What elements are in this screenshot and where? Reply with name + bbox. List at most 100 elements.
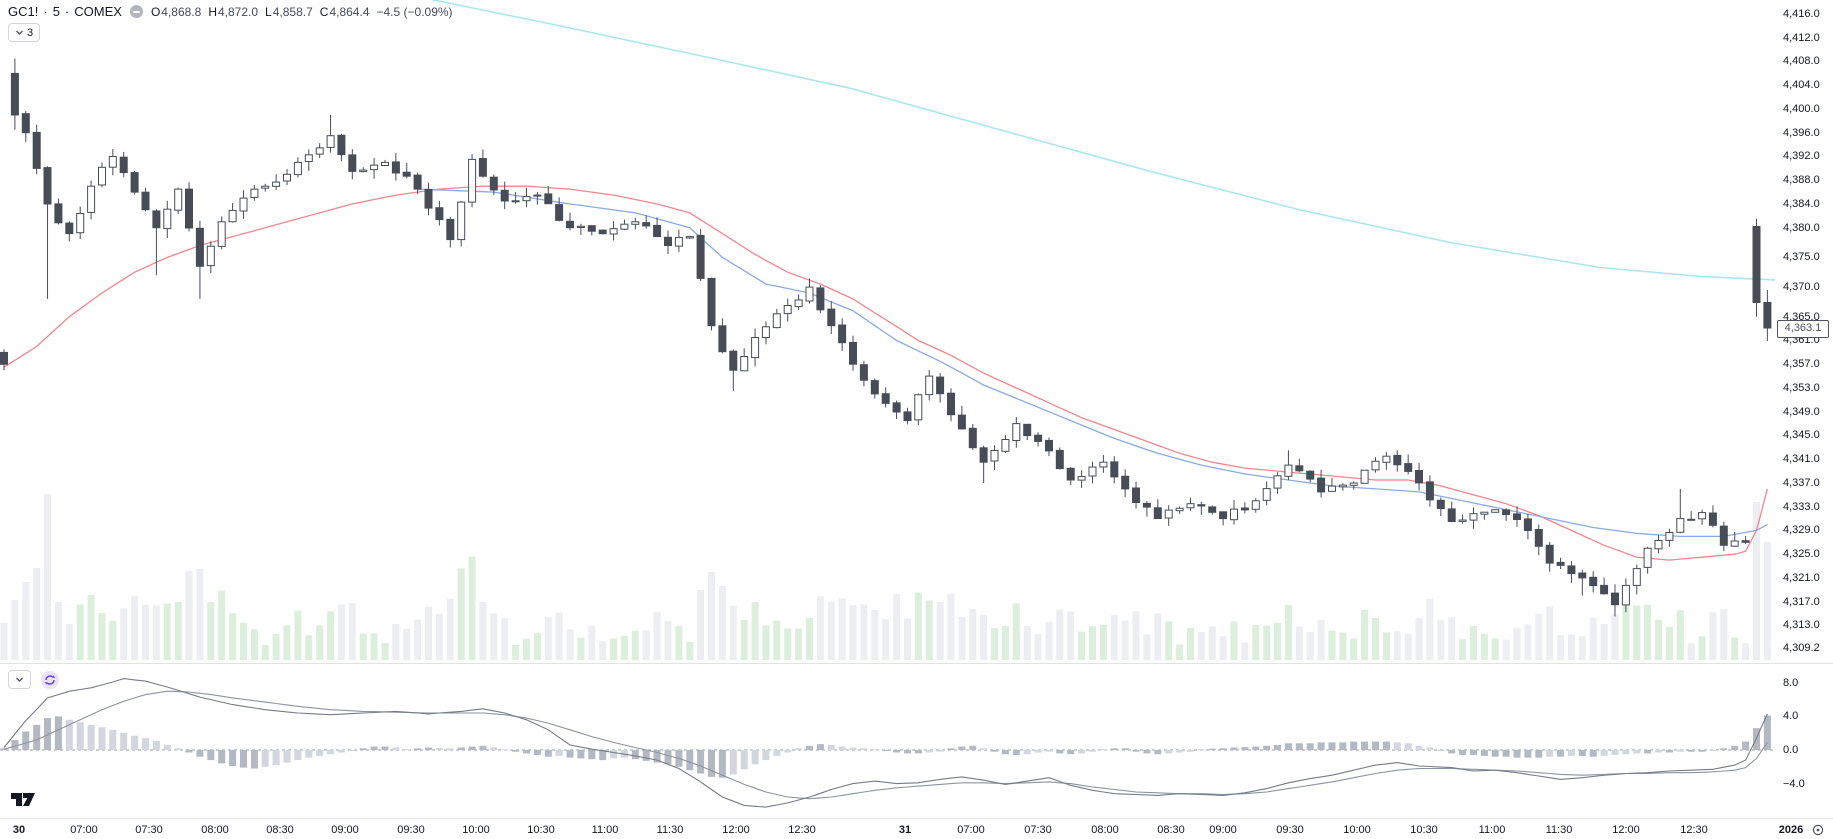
fast-ma-line-red <box>3 185 1769 561</box>
volume-bar <box>849 605 857 660</box>
candle-body <box>1676 518 1685 533</box>
volume-bar <box>1067 611 1075 660</box>
symbol-name[interactable]: GC1! <box>8 4 39 19</box>
candle-body <box>1458 519 1467 522</box>
ohlc-key: H <box>208 4 217 19</box>
tradingview-logo[interactable] <box>10 792 36 813</box>
oscillator-histogram-bar <box>54 716 62 750</box>
ohlc-values: O 4,868.8 H 4,872.0 L 4,858.7 C 4,864.4 −4.5 (−0… <box>151 5 453 19</box>
indicator-sync-icon[interactable] <box>41 670 59 689</box>
oscillator-histogram-bar <box>109 729 117 750</box>
oscillator-histogram-bar <box>33 724 41 750</box>
candle-body <box>1404 463 1413 472</box>
candle-body <box>315 147 324 155</box>
pane-separator[interactable] <box>0 663 1833 664</box>
candle-body <box>707 277 716 327</box>
oscillator-histogram-bar <box>1644 750 1652 754</box>
time-axis-label: 09:00 <box>1209 824 1237 836</box>
volume-bar <box>196 568 204 660</box>
volume-bar <box>1317 620 1325 660</box>
oscillator-histogram-bar <box>457 747 465 750</box>
volume-bar <box>686 642 694 660</box>
volume-bar <box>740 619 748 660</box>
oscillator-histogram-bar <box>1502 750 1510 757</box>
candle-body <box>925 375 934 396</box>
oscillator-histogram-bar <box>1480 750 1488 756</box>
oscillator-histogram-bar <box>1491 750 1499 757</box>
candle-body <box>653 224 662 238</box>
symbol-legend: GC1! · 5 · COMEX O 4,868.8 H 4,872.0 L 4,858.… <box>8 4 453 19</box>
volume-bar <box>501 617 509 660</box>
candle-body <box>500 189 509 202</box>
chart-canvas[interactable] <box>0 0 1775 818</box>
price-axis-label: 4,337.0 <box>1783 477 1820 489</box>
time-axis-label: 09:30 <box>1276 824 1304 836</box>
candle-body <box>98 166 106 186</box>
candle-body <box>359 169 368 173</box>
time-axis-label: 08:30 <box>1157 824 1185 836</box>
candle-body <box>555 204 564 221</box>
volume-bar <box>1415 617 1423 660</box>
long-ma-line-cyan <box>429 0 1775 281</box>
oscillator-histogram-bar <box>1763 715 1771 750</box>
oscillator-histogram-bar <box>1023 750 1031 755</box>
symbol-interval[interactable]: 5 <box>52 4 60 19</box>
candle-body <box>43 167 52 205</box>
volume-bar <box>1176 644 1184 660</box>
oscillator-histogram-bar <box>893 750 901 753</box>
volume-bar <box>806 617 813 660</box>
oscillator-histogram-bar <box>653 750 661 763</box>
candle-body <box>1066 467 1075 481</box>
candle-body <box>304 154 313 163</box>
candle-body <box>141 191 150 211</box>
oscillator-histogram-bar <box>1274 745 1281 750</box>
volume-bar <box>359 633 367 660</box>
oscillator-histogram-bar <box>1415 745 1423 750</box>
ohlc-value: 4,868.8 <box>161 4 202 19</box>
candle-body <box>1306 470 1315 480</box>
candle-body <box>1284 464 1293 477</box>
candle-body <box>859 364 868 381</box>
candle-body <box>664 236 672 247</box>
symbol-exchange[interactable]: COMEX <box>74 4 122 19</box>
legend-collapse-button[interactable]: 3 <box>8 23 41 42</box>
time-axis[interactable]: 30 07:00 07:30 08:00 08:30 09:00 09:30 10:00 10:… <box>0 818 1833 839</box>
candle-body <box>685 236 694 239</box>
candle-body <box>206 245 215 267</box>
oscillator-histogram-bar <box>131 735 139 750</box>
price-axis[interactable]: 4,416.0 4,412.0 4,408.0 4,404.0 4,400.0 4,396… <box>1775 0 1833 818</box>
oscillator-histogram-bar <box>1067 750 1075 755</box>
candle-body <box>740 356 749 372</box>
oscillator-histogram-bar <box>1557 750 1565 757</box>
oscillator-histogram-bar <box>599 750 607 761</box>
indicator-collapse-button[interactable] <box>8 670 31 689</box>
volume-bar <box>403 629 411 660</box>
price-axis-label: 4,370.0 <box>1783 281 1820 293</box>
candle-body <box>239 197 248 212</box>
time-axis-label: 12:30 <box>788 824 816 836</box>
volume-bar <box>871 609 879 660</box>
volume-bar <box>1459 639 1467 660</box>
volume-bar <box>544 617 552 660</box>
volume-bar <box>1078 631 1086 660</box>
price-axis-label: 4,357.0 <box>1783 358 1820 370</box>
market-status-icon[interactable] <box>129 5 143 18</box>
candle-body <box>1251 500 1260 510</box>
candle-body <box>489 176 498 191</box>
oscillator-histogram-bar <box>468 746 476 750</box>
oscillator-histogram-bar <box>751 750 759 765</box>
candle-body <box>261 185 270 189</box>
oscillator-histogram-bar <box>196 750 204 757</box>
price-axis-label: 4,380.0 <box>1783 222 1820 234</box>
volume-bar <box>1611 614 1619 660</box>
candle-body <box>370 164 379 171</box>
oscillator-histogram-bar <box>1459 750 1467 755</box>
volume-bar <box>1045 622 1053 660</box>
candle-body <box>609 228 618 235</box>
time-axis-settings-button[interactable] <box>1811 823 1825 839</box>
oscillator-histogram-bar <box>1045 750 1053 752</box>
oscillator-histogram-bar <box>218 750 226 764</box>
oscillator-histogram-bar <box>1001 750 1009 755</box>
time-axis-label: 12:30 <box>1680 824 1708 836</box>
oscillator-histogram-bar <box>991 750 998 752</box>
